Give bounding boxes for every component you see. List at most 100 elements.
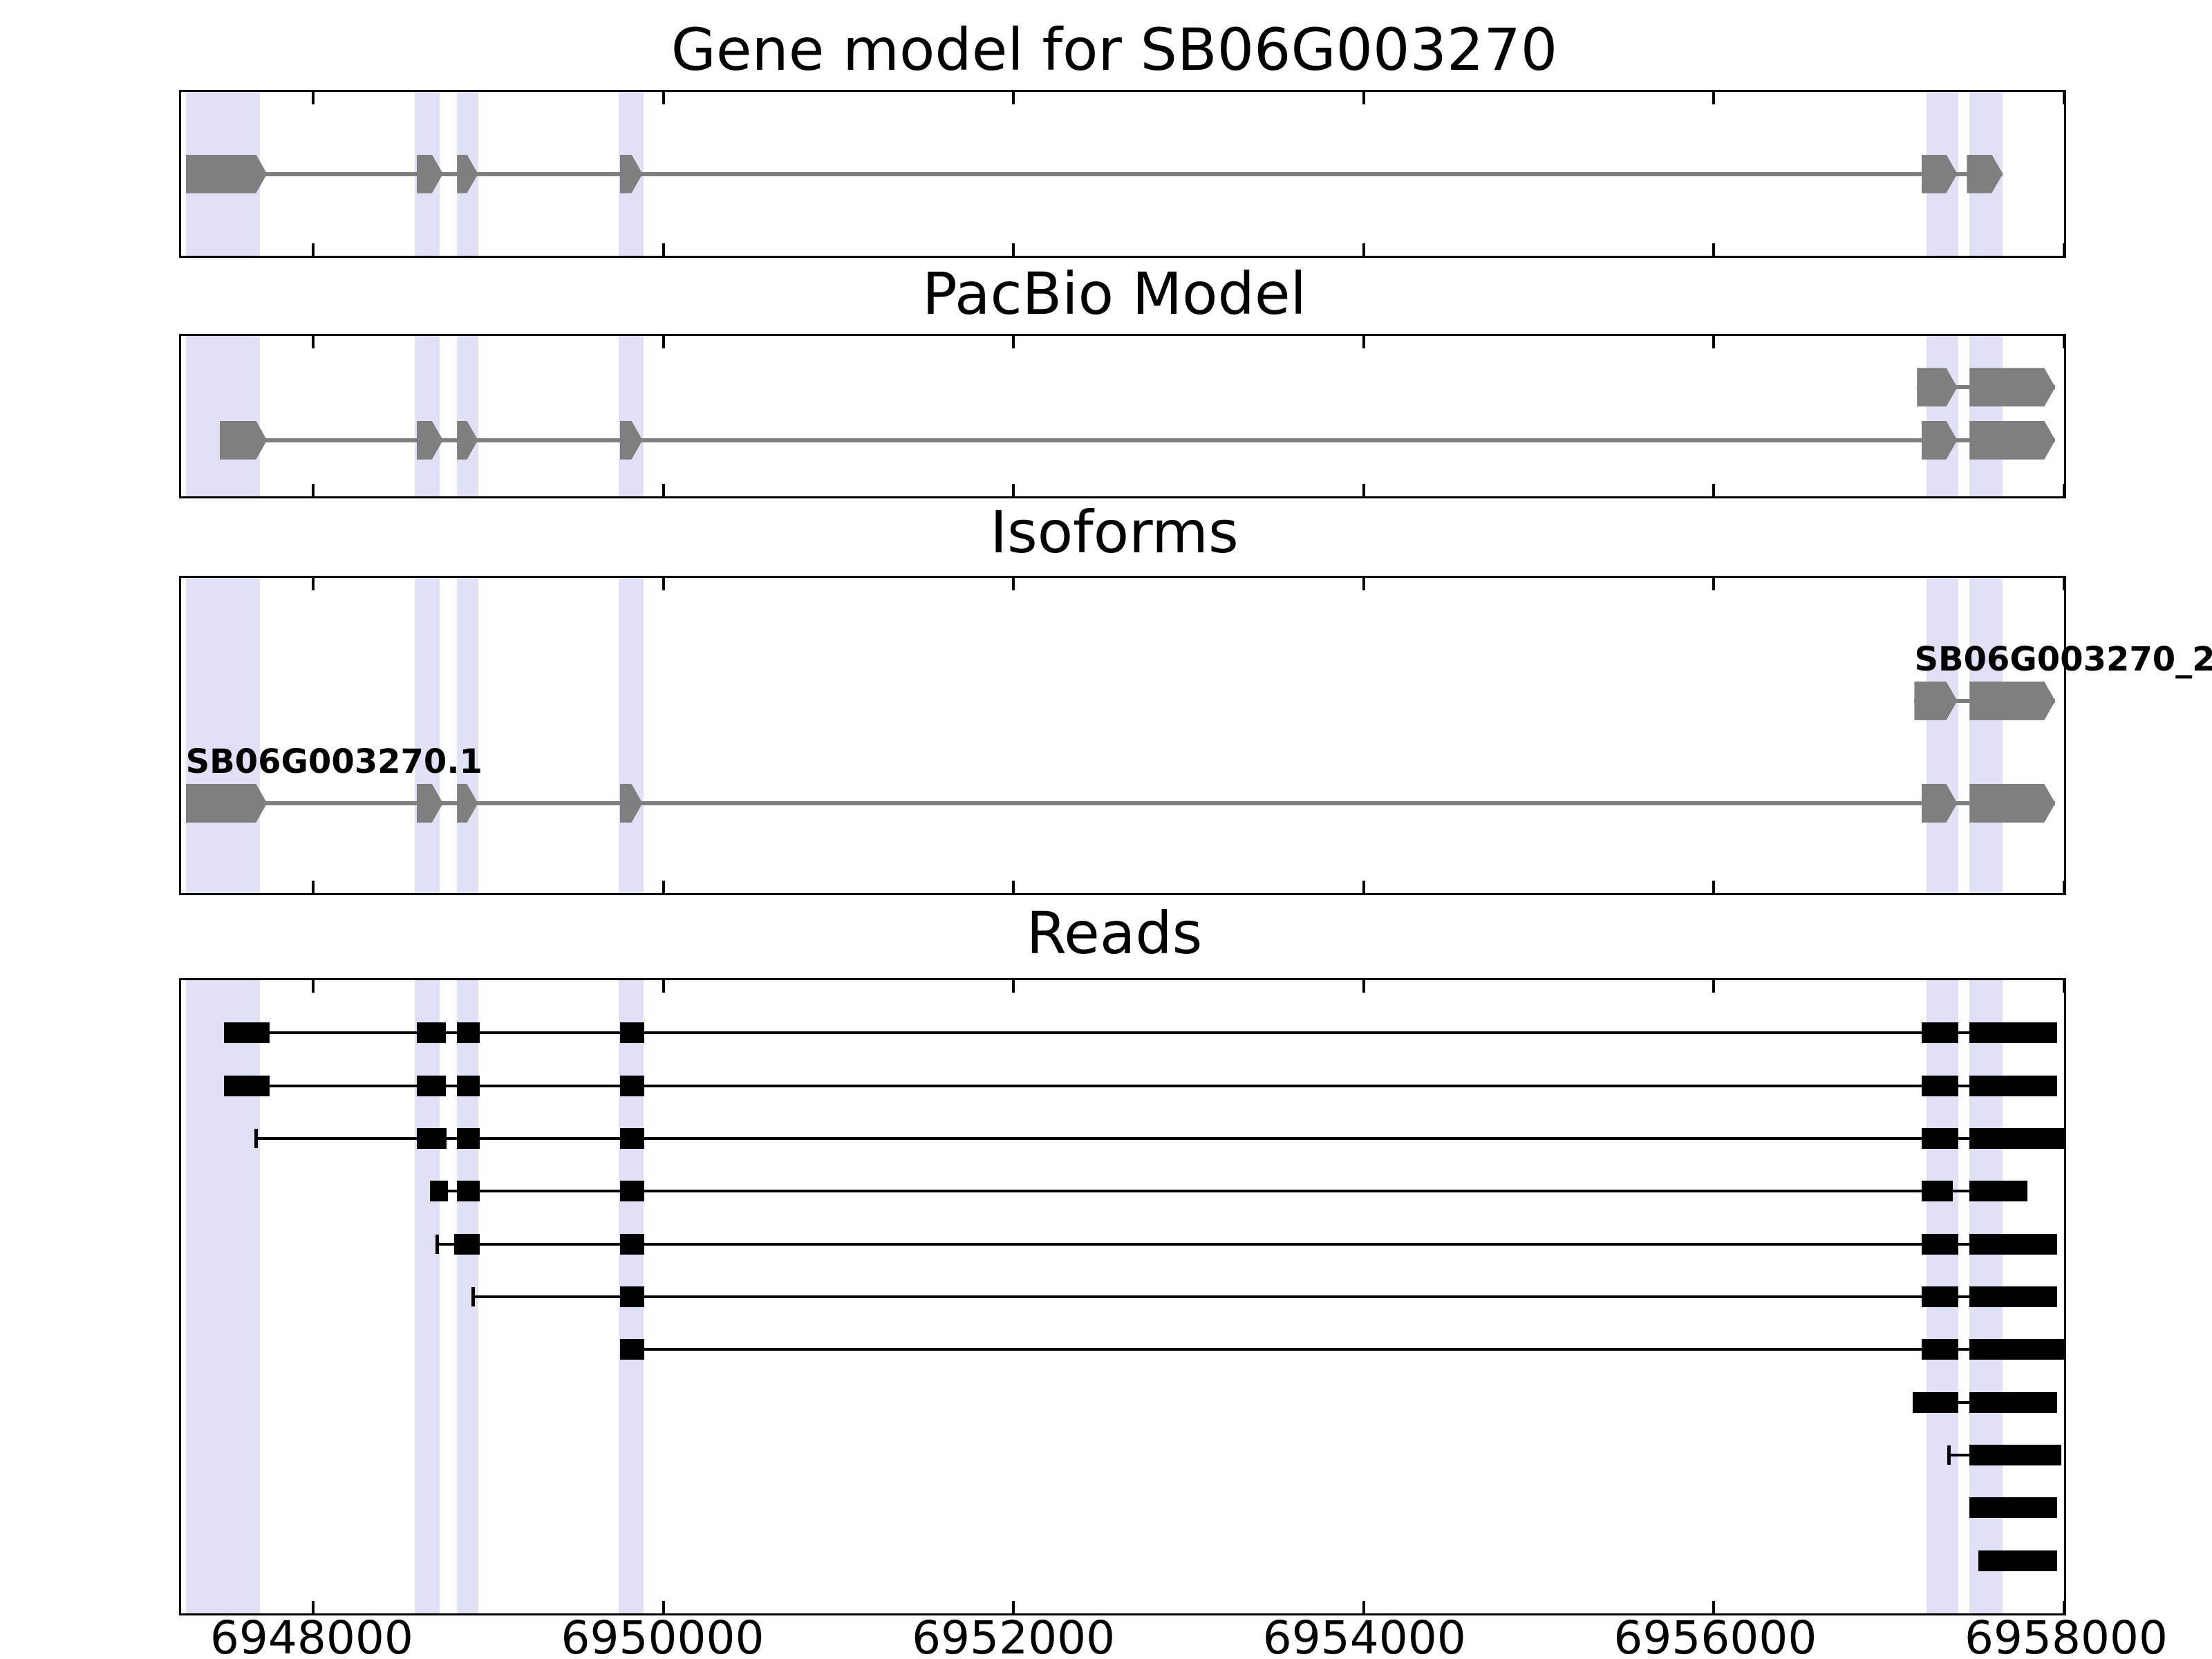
x-axis-tick-label: 6952000 [912, 1611, 1116, 1659]
highlight-band [185, 336, 261, 496]
axis-tick-mark [2063, 980, 2065, 993]
axis-tick-mark [312, 336, 315, 348]
read-exon-block [619, 1233, 645, 1255]
panel-title-reads: Reads [1026, 899, 1203, 967]
read-exon-block [619, 1075, 645, 1096]
highlight-band [1927, 336, 1958, 496]
exon-block [1969, 421, 2055, 460]
axis-tick-mark [1012, 92, 1015, 104]
exon-block [186, 155, 268, 194]
axis-tick-mark [2063, 92, 2065, 104]
read-exon-block [1969, 1497, 2057, 1519]
read-exon-block [619, 1181, 645, 1202]
axis-tick-mark [1712, 578, 1716, 590]
highlight-band [185, 578, 261, 893]
read-exon-block [1921, 1128, 1958, 1149]
highlight-band [619, 578, 644, 893]
read-exon-block [454, 1233, 480, 1255]
x-axis-tick-label: 6950000 [561, 1611, 765, 1659]
x-axis-tick-label: 6958000 [1965, 1611, 2168, 1659]
highlight-band [415, 578, 440, 893]
exon-block [1969, 368, 2055, 406]
read-exon-block [619, 1128, 645, 1149]
read-exon-block [619, 1339, 645, 1360]
axis-tick-mark [312, 980, 315, 993]
read-start-tick [471, 1287, 475, 1306]
axis-tick-mark [1012, 980, 1015, 993]
axis-tick-mark [1362, 578, 1365, 590]
axis-tick-mark [1712, 92, 1716, 104]
read-exon-block [224, 1075, 270, 1096]
highlight-band [1969, 578, 2003, 893]
isoform-label: SB06G003270_2 [1914, 639, 2212, 679]
exon-block [1969, 682, 2055, 720]
axis-tick-mark [662, 1601, 665, 1613]
read-start-tick [435, 1234, 439, 1254]
axis-tick-mark [1012, 1601, 1015, 1613]
axis-tick-mark [1362, 881, 1365, 893]
read-exon-block [1969, 1128, 2064, 1149]
read-exon-block [457, 1128, 480, 1149]
axis-tick-mark [312, 578, 315, 590]
read-exon-block [416, 1022, 446, 1044]
read-line [429, 1190, 2027, 1193]
axis-tick-mark [1012, 336, 1015, 348]
read-exon-block [224, 1022, 270, 1044]
read-exon-block [1969, 1022, 2057, 1044]
x-axis-tick-label: 6956000 [1613, 1611, 1817, 1659]
axis-tick-mark [1012, 484, 1015, 496]
read-exon-block [1969, 1445, 2062, 1465]
axis-tick-mark [1712, 336, 1716, 348]
axis-tick-mark [2063, 484, 2065, 496]
read-exon-block [416, 1128, 447, 1149]
axis-tick-mark [1012, 243, 1015, 256]
read-exon-block [1921, 1075, 1958, 1096]
read-exon-block [619, 1286, 645, 1307]
panel-title-pacbio: PacBio Model [922, 260, 1306, 328]
read-exon-block [1921, 1339, 1958, 1360]
read-exon-block [1921, 1286, 1958, 1307]
exon-block [220, 421, 267, 460]
axis-tick-mark [1362, 980, 1365, 993]
highlight-band [619, 336, 644, 496]
highlight-band [457, 578, 478, 893]
axis-tick-mark [312, 1601, 315, 1613]
read-exon-block [1969, 1075, 2057, 1096]
x-axis-tick-label: 6954000 [1262, 1611, 1466, 1659]
axis-tick-mark [1362, 484, 1365, 496]
x-axis-tick-label: 6948000 [209, 1611, 413, 1659]
read-exon-block [1969, 1339, 2064, 1360]
axis-tick-mark [1712, 1601, 1716, 1613]
axis-tick-mark [1362, 243, 1365, 256]
panel-title-gene-model: Gene model for SB06G003270 [671, 16, 1558, 84]
axis-tick-mark [2063, 578, 2065, 590]
axis-tick-mark [312, 243, 315, 256]
axis-tick-mark [2063, 1601, 2065, 1613]
highlight-band [457, 336, 478, 496]
read-exon-block [1921, 1022, 1958, 1044]
read-exon-block [1969, 1181, 2027, 1202]
panel-pacbio-model [179, 334, 2066, 498]
read-line [224, 1031, 2057, 1035]
read-line [472, 1295, 2057, 1298]
read-exon-block [1969, 1391, 2057, 1413]
axis-tick-mark [1362, 336, 1365, 348]
axis-tick-mark [662, 484, 665, 496]
axis-tick-mark [1012, 881, 1015, 893]
axis-tick-mark [1012, 578, 1015, 590]
read-exon-block [1969, 1233, 2057, 1255]
panel-isoforms: SB06G003270_2 SB06G003270.1 [179, 576, 2212, 895]
read-exon-block [619, 1022, 645, 1044]
read-exon-block [416, 1075, 446, 1096]
axis-tick-mark [662, 243, 665, 256]
axis-tick-mark [662, 336, 665, 348]
read-exon-block [429, 1181, 449, 1202]
axis-tick-mark [2063, 336, 2065, 348]
axis-tick-mark [662, 578, 665, 590]
exon-block [186, 784, 268, 823]
read-start-tick [1947, 1445, 1951, 1465]
read-exon-block [1912, 1391, 1958, 1413]
read-exon-block [457, 1075, 480, 1096]
panel-title-isoforms: Isoforms [990, 498, 1239, 566]
